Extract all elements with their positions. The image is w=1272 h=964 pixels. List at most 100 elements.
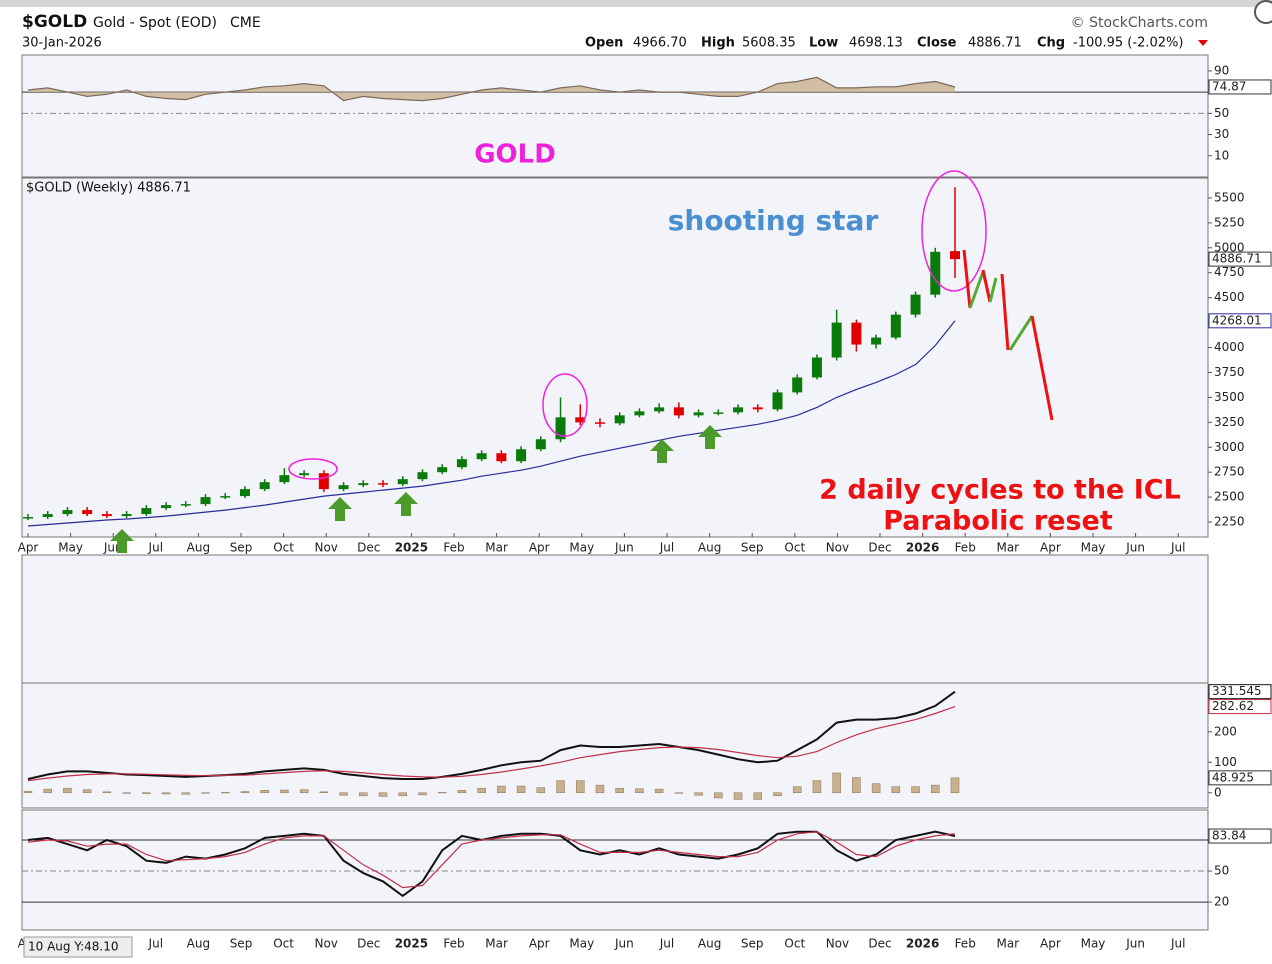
x-tick-label: Mar <box>996 937 1019 951</box>
high-label: High <box>701 36 735 51</box>
x-tick-label: Jun <box>1125 541 1145 555</box>
x-tick-label: Sep <box>230 541 253 555</box>
candle-body <box>752 407 763 410</box>
candle-body <box>101 514 112 517</box>
candle-body <box>141 508 152 515</box>
histogram-bar <box>477 787 486 794</box>
x-tick-label: Jul <box>148 541 163 555</box>
y-tick-label: 3750 <box>1214 365 1245 379</box>
indicator-line <box>27 830 956 898</box>
histogram-bar <box>931 784 940 794</box>
cursor-box <box>23 936 133 958</box>
histogram-bar <box>536 787 546 794</box>
x-tick-label: Oct <box>273 937 294 951</box>
x-tick-label: Nov <box>826 541 849 555</box>
indicator-line <box>27 831 956 889</box>
histogram-bar <box>497 785 506 794</box>
close-button[interactable] <box>1254 0 1272 24</box>
candle-body <box>456 459 467 468</box>
projection-down <box>962 249 972 309</box>
value-tag-label: 4886.71 <box>1212 252 1262 266</box>
y-tick-label: 2500 <box>1214 490 1245 504</box>
candle-body <box>555 417 566 440</box>
candle-body <box>831 322 842 358</box>
histogram-bar <box>299 789 309 794</box>
histogram-bar <box>615 787 624 794</box>
y-tick-label: 10 <box>1214 148 1229 162</box>
candle-body <box>733 407 744 413</box>
candle-body <box>299 473 310 476</box>
x-tick-label: 2026 <box>906 937 939 951</box>
y-tick-label: 3500 <box>1214 390 1245 404</box>
y-tick-label: 5000 <box>1214 240 1245 254</box>
rsi-area <box>28 77 955 101</box>
open-label: Open <box>585 36 623 51</box>
value-tag <box>1208 699 1272 715</box>
x-tick-label: Jul <box>1170 541 1185 555</box>
projection <box>962 249 1054 421</box>
close-value: 4886.71 <box>968 36 1022 51</box>
histogram-bar <box>280 789 289 794</box>
candle-body <box>437 467 448 473</box>
candle-body <box>239 489 250 497</box>
candle-body <box>200 497 211 505</box>
x-tick-label: Sep <box>741 937 764 951</box>
histogram-bar <box>792 786 802 794</box>
up-arrow <box>698 425 722 449</box>
candle-body <box>792 377 803 393</box>
histogram-bar <box>753 792 763 800</box>
candle-body <box>890 314 901 338</box>
histogram-bar <box>102 791 112 794</box>
x-tick-label: Apr <box>529 541 550 555</box>
y-tick-label: 3000 <box>1214 440 1245 454</box>
candle-body <box>318 473 329 490</box>
candle-body <box>811 357 822 378</box>
cycles-label: 2 daily cycles to the ICL <box>819 475 1181 506</box>
histogram-bar <box>832 772 841 794</box>
y-tick-label: 100 <box>1214 755 1237 769</box>
high-value: 5608.35 <box>742 36 796 51</box>
x-tick-label: Oct <box>784 541 805 555</box>
y-tick-label: 30 <box>1214 127 1229 141</box>
candle-body <box>496 453 507 462</box>
histogram-bar <box>457 790 467 794</box>
price-panel <box>21 177 1209 538</box>
value-tag-label: 48.925 <box>1212 770 1254 784</box>
candle-body <box>654 407 665 412</box>
instrument-name: Gold - Spot (EOD) <box>93 15 217 31</box>
histogram-bar <box>733 792 743 800</box>
empty-panel <box>21 554 1209 684</box>
x-tick-label: Apr <box>18 541 39 555</box>
candle-body <box>516 449 527 462</box>
x-tick-label: Feb <box>955 541 976 555</box>
x-tick-label: Oct <box>273 541 294 555</box>
histogram-bar <box>378 792 388 797</box>
x-tick-label: Jun <box>1125 937 1145 951</box>
x-tick-label: Jun <box>614 541 634 555</box>
value-tag <box>1208 79 1272 95</box>
source: © StockCharts.com <box>1071 15 1208 31</box>
y-tick-label: 3250 <box>1214 415 1245 429</box>
cursor-readout: 10 Aug Y:48.10 <box>28 940 118 954</box>
value-tag <box>1208 313 1272 329</box>
candle-body <box>338 485 349 490</box>
price-legend: $GOLD (Weekly) 4886.71 <box>26 181 191 196</box>
candle-body <box>259 482 270 490</box>
y-tick-label: 4500 <box>1214 290 1245 304</box>
macd-line <box>27 690 956 780</box>
y-tick-label: 90 <box>1214 63 1229 77</box>
x-tick-label: Jul <box>1170 937 1185 951</box>
highlight-ellipse <box>921 170 987 292</box>
chg-label: Chg <box>1037 36 1065 51</box>
histogram-bar <box>674 792 684 794</box>
value-tag <box>1208 684 1272 700</box>
histogram-bar <box>398 792 407 797</box>
down-arrow <box>1198 40 1208 46</box>
projection-down <box>1000 273 1010 351</box>
histogram-bar <box>161 792 171 795</box>
x-tick-label: Jul <box>148 937 163 951</box>
x-tick-label: Mar <box>996 541 1019 555</box>
histogram-bar <box>43 788 52 794</box>
x-tick-label: May <box>58 541 83 555</box>
x-tick-label: Jul <box>659 541 674 555</box>
